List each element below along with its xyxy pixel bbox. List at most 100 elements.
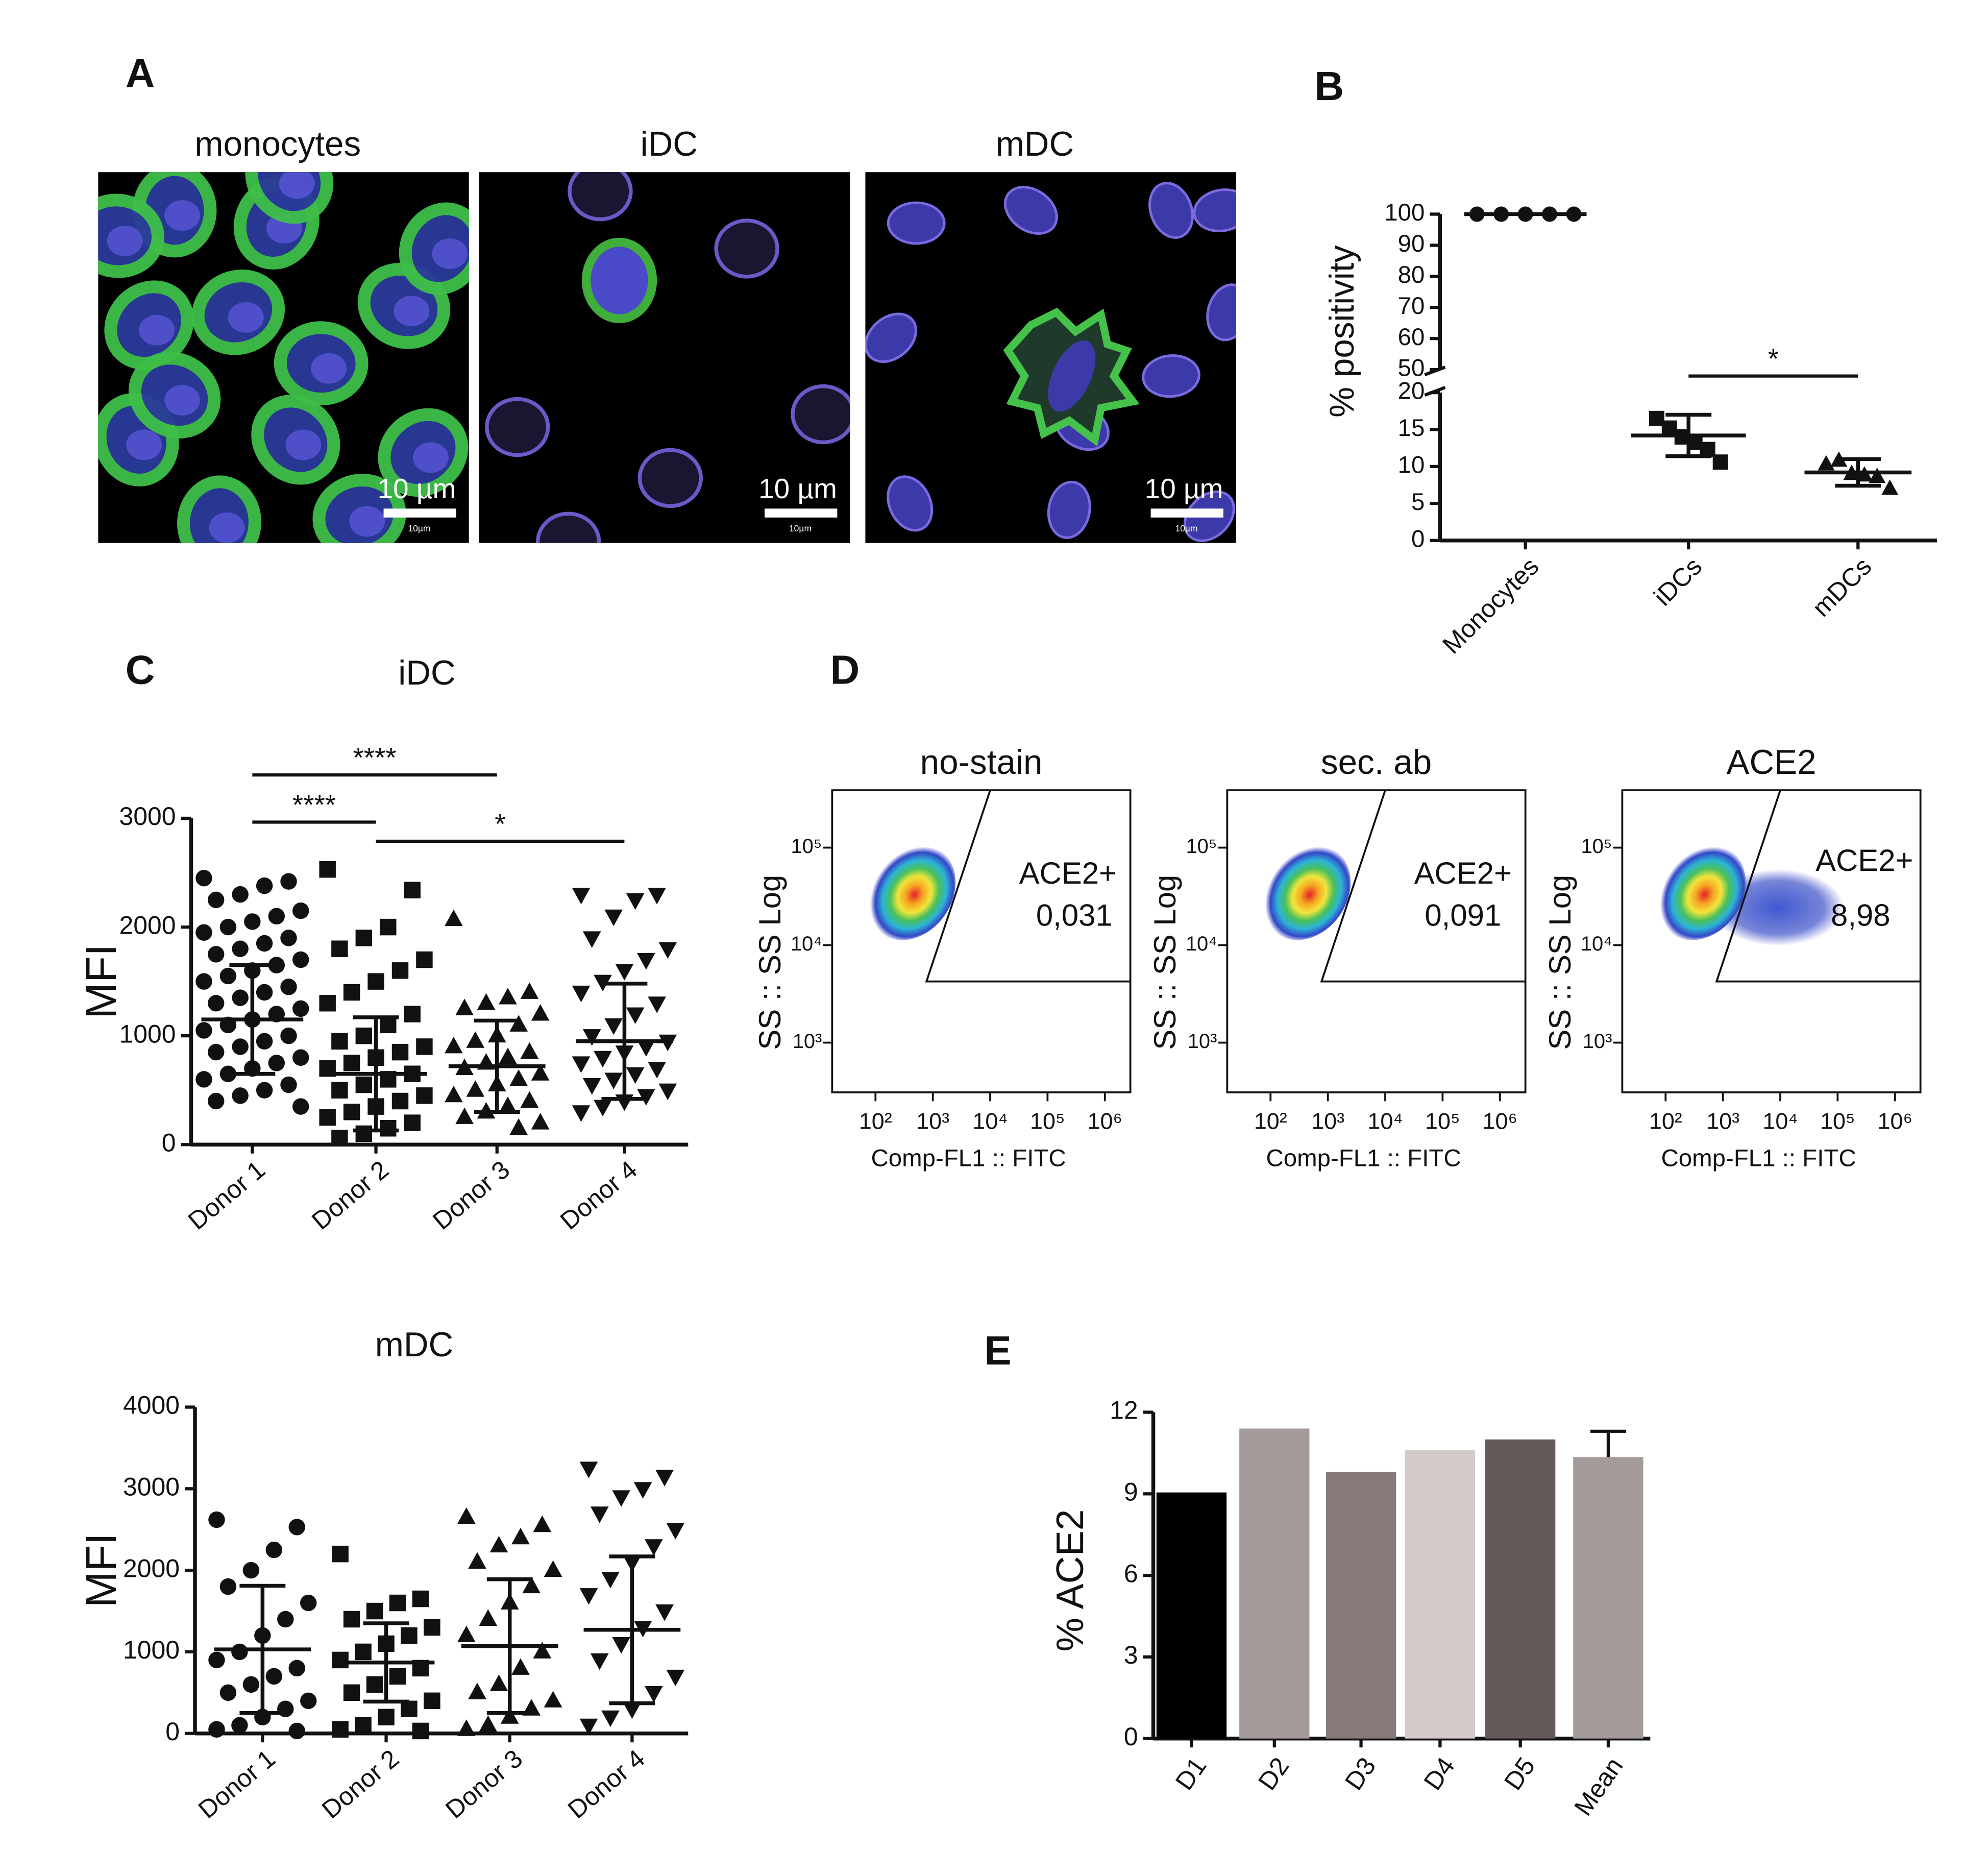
point [572,1056,591,1073]
point [645,1539,663,1556]
point [590,1506,609,1523]
point [300,1594,317,1612]
point [331,940,348,957]
y-axis-label: % ACE2 [1048,1509,1091,1652]
point [292,902,309,919]
y-tick-label: 15 [1398,415,1425,442]
y-axis-label: MFI [77,944,125,1019]
point [208,1721,225,1738]
x-tick-label: 10⁶ [1087,1108,1122,1134]
point [343,1611,360,1628]
point [626,893,645,910]
y-tick-label: 80 [1398,261,1425,288]
point [572,985,591,1003]
point [292,1000,309,1017]
point [195,973,212,990]
point [466,1031,485,1048]
y-tick-label: 10⁴ [791,933,822,955]
point [520,1042,539,1059]
scale-bar-label: 10 µm [758,473,837,504]
point [256,935,273,952]
panel-label: B [1314,63,1344,109]
point [219,1578,237,1595]
point [355,1076,373,1093]
point [500,1707,519,1724]
nucleus [394,296,430,327]
y-tick-label: 0 [165,1717,180,1746]
y-tick-label: 3 [1124,1641,1138,1669]
point [645,1686,663,1703]
point [391,962,409,979]
point [582,1029,601,1046]
point [579,1718,598,1736]
significance-label: **** [292,789,336,820]
point [626,1007,645,1025]
point [268,908,285,925]
x-axis-label: Comp-FL1 :: FITC [1661,1145,1856,1172]
point [195,924,212,941]
point [477,993,496,1010]
point [280,1027,297,1044]
x-tick-label: 10² [859,1108,892,1134]
y-tick-label: 20 [1398,378,1425,405]
point [655,1604,674,1621]
y-tick-label: 70 [1398,293,1425,320]
point [522,1576,541,1594]
scale-bar-label: 10 µm [1145,473,1223,504]
point [509,1069,528,1086]
x-tick-label: 10³ [1706,1108,1739,1134]
y-tick-label: 0 [1411,525,1425,552]
point [389,1594,406,1612]
point [594,1051,612,1068]
y-tick-label: 6 [1124,1559,1138,1588]
point [579,1461,598,1478]
point [544,1560,562,1577]
point [355,1027,373,1044]
point [404,1006,421,1022]
point [219,1684,237,1701]
y-tick-label: 3000 [119,802,176,831]
point [389,1668,406,1685]
scale-bar-small: 10µm [408,523,430,533]
point [1818,455,1835,471]
y-axis-label: SS :: SS Log [1148,875,1182,1050]
point [366,1676,383,1693]
point [288,1519,305,1536]
bar [1485,1439,1556,1739]
point [412,1590,429,1607]
significance-label: * [495,808,505,840]
nucleus [412,442,449,473]
point [288,1660,305,1677]
point [380,918,397,936]
panel-label: D [830,647,860,692]
gate [1715,790,1921,983]
point [207,1043,225,1061]
point [648,996,666,1013]
chart-title: iDC [398,654,455,692]
point [604,1073,623,1089]
point [424,1619,440,1636]
x-tick-label: 10⁴ [1367,1108,1403,1134]
y-tick-label: 1000 [123,1636,180,1664]
point [416,1038,433,1055]
y-tick-label: 100 [1384,199,1425,226]
point [416,951,433,968]
panel-label: E [984,1328,1011,1373]
point [412,1722,429,1740]
y-tick-label: 10³ [1583,1030,1612,1053]
point [207,891,225,909]
point [499,988,517,1005]
point [331,1130,348,1147]
point [219,967,237,985]
y-tick-label: 2000 [119,911,176,939]
significance-label: **** [353,742,396,773]
nucleus [164,385,200,416]
x-tick-label: 10⁴ [972,1108,1008,1134]
point [601,1710,620,1727]
nucleus [285,429,322,460]
cell [581,237,657,324]
point [457,1719,476,1736]
x-tick-label: Donor 1 [193,1744,281,1824]
x-tick-label: Donor 4 [555,1155,643,1235]
point [319,994,336,1012]
